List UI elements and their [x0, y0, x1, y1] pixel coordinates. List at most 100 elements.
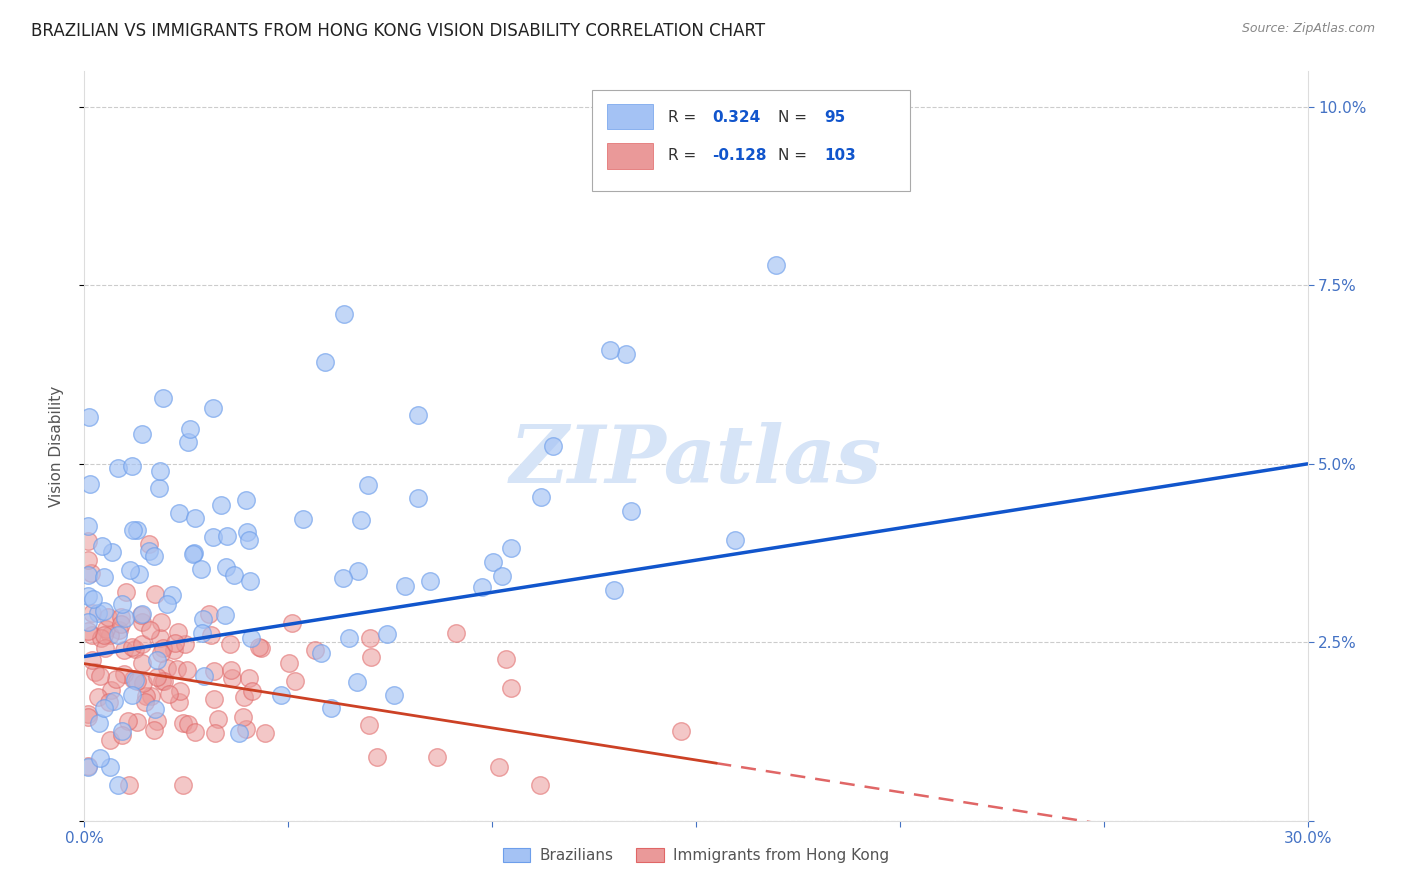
Point [724, 533, 747, 548]
Point [114, 584, 136, 599]
Point [131, 427, 153, 442]
Point [142, 723, 165, 738]
Point [114, 611, 136, 625]
Point [177, 435, 200, 450]
Point [614, 346, 637, 360]
Point [94, 641, 117, 656]
Point [80, 653, 103, 667]
Point [98, 695, 121, 709]
Point [79, 476, 101, 491]
Point [184, 511, 207, 525]
Point [93, 700, 115, 714]
Point [167, 695, 190, 709]
FancyBboxPatch shape [606, 103, 654, 129]
Point [541, 439, 564, 453]
Point [82, 591, 104, 606]
Point [93, 628, 115, 642]
Point [131, 656, 153, 670]
Point [127, 673, 149, 688]
Point [406, 491, 429, 505]
Point [96, 610, 118, 624]
Point [124, 642, 146, 657]
Point [284, 674, 307, 689]
Point [183, 546, 205, 560]
Point [419, 574, 441, 588]
Point [488, 760, 510, 774]
Point [332, 571, 354, 585]
Point [347, 564, 370, 578]
Point [100, 683, 122, 698]
Point [105, 672, 128, 686]
Point [471, 580, 494, 594]
Point [80, 628, 103, 642]
Point [156, 661, 179, 675]
Text: ZIPatlas: ZIPatlas [510, 422, 882, 500]
Point [491, 569, 513, 583]
Point [191, 612, 214, 626]
Point [149, 646, 172, 660]
Point [166, 662, 188, 676]
Point [122, 523, 145, 537]
Point [77, 533, 100, 548]
Point [117, 778, 139, 792]
Point [93, 604, 115, 618]
Point [249, 640, 271, 655]
Point [134, 695, 156, 709]
Point [143, 702, 166, 716]
Point [177, 717, 200, 731]
Point [128, 567, 150, 582]
Point [235, 722, 257, 736]
Point [179, 422, 201, 436]
Point [149, 464, 172, 478]
Point [142, 549, 165, 563]
Point [169, 506, 191, 520]
Point [87, 606, 110, 620]
Point [240, 684, 263, 698]
Point [131, 615, 153, 630]
Point [77, 553, 100, 567]
Point [90, 631, 112, 645]
Point [77, 519, 100, 533]
Point [204, 665, 226, 679]
Point [150, 673, 173, 688]
Point [138, 544, 160, 558]
Point [280, 615, 302, 630]
Point [337, 631, 360, 645]
Point [77, 589, 100, 603]
Point [148, 481, 170, 495]
FancyBboxPatch shape [606, 144, 654, 169]
Point [215, 560, 238, 574]
Point [153, 673, 176, 688]
Point [359, 717, 381, 731]
Point [499, 681, 522, 695]
Point [112, 666, 135, 681]
Point [166, 625, 188, 640]
Point [125, 523, 148, 537]
Point [238, 671, 260, 685]
Point [160, 588, 183, 602]
Point [131, 636, 153, 650]
Point [107, 628, 129, 642]
Point [184, 725, 207, 739]
Point [599, 343, 621, 357]
Text: 0.324: 0.324 [711, 110, 761, 125]
Point [103, 694, 125, 708]
Point [98, 732, 121, 747]
Point [87, 716, 110, 731]
Point [319, 700, 342, 714]
Point [98, 760, 121, 774]
Point [149, 631, 172, 645]
Point [77, 760, 100, 774]
Point [98, 628, 121, 642]
Point [219, 637, 242, 651]
Point [146, 714, 169, 728]
Point [366, 750, 388, 764]
Point [193, 669, 215, 683]
Point [90, 539, 112, 553]
Legend: Brazilians, Immigrants from Hong Kong: Brazilians, Immigrants from Hong Kong [496, 842, 896, 869]
Point [89, 669, 111, 683]
Point [135, 689, 157, 703]
Point [139, 689, 162, 703]
Point [80, 566, 103, 580]
Point [112, 643, 135, 657]
